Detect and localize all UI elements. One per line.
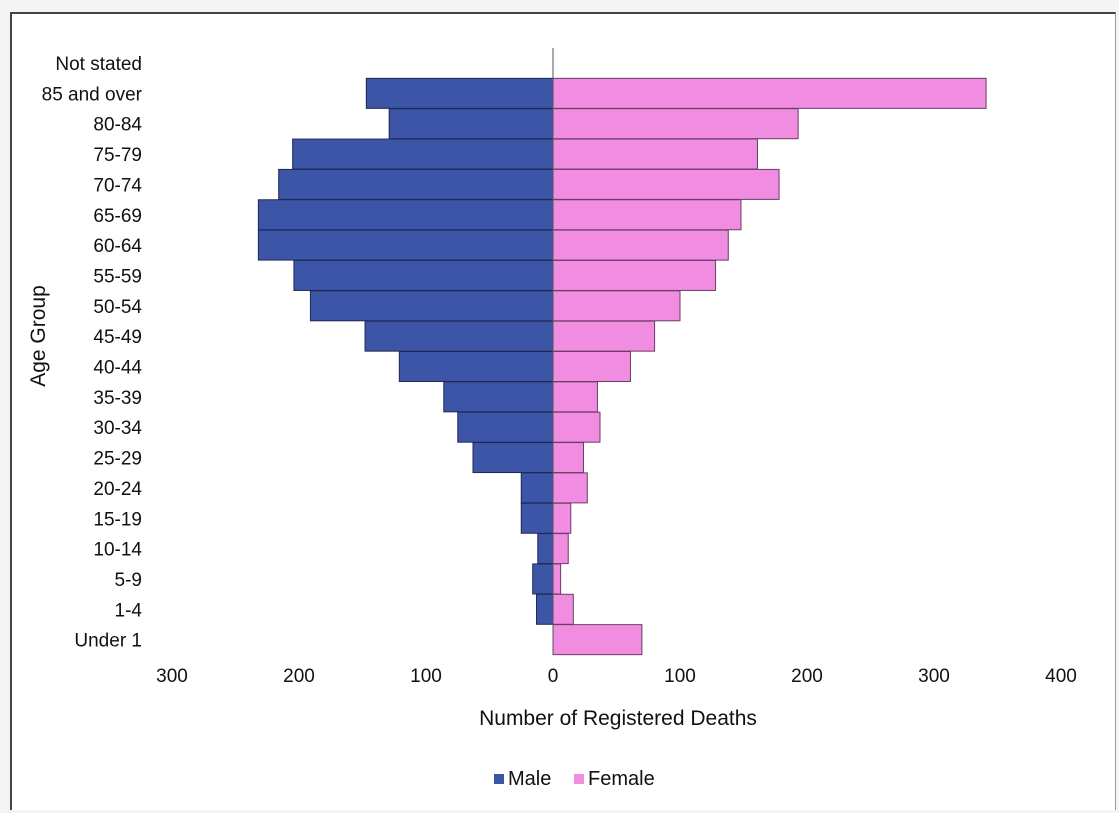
bar-male — [472, 442, 554, 474]
y-tick-label: 80-84 — [93, 115, 142, 136]
bar-male — [457, 411, 554, 443]
bar-male — [520, 502, 554, 534]
y-tick-label: Not stated — [55, 54, 142, 75]
bar-female — [552, 502, 572, 534]
bar-male — [535, 593, 554, 625]
x-tick-label: 0 — [548, 666, 559, 687]
y-tick-label: Under 1 — [74, 631, 142, 652]
bar-male — [257, 229, 554, 261]
bar-female — [552, 199, 742, 231]
y-tick-label: 60-64 — [93, 236, 142, 257]
population-pyramid-chart: Not stated 85 and over 80-84 75-79 70-74 65-6… — [27, 48, 1077, 790]
bar-male — [292, 138, 554, 170]
legend-swatch — [494, 774, 504, 784]
bar-female — [552, 229, 729, 261]
y-tick-label: 45-49 — [93, 327, 142, 348]
bar-female — [552, 108, 799, 140]
bar-female — [552, 442, 584, 474]
bar-female — [552, 168, 780, 200]
bar-male — [520, 472, 554, 504]
bar-female — [552, 320, 656, 352]
bars-group — [257, 77, 987, 656]
bar-female — [552, 138, 758, 170]
bar-male — [532, 563, 554, 595]
bar-male — [278, 168, 554, 200]
y-tick-label: 40-44 — [93, 358, 142, 379]
y-tick-label: 15-19 — [93, 509, 142, 530]
x-axis-title: Number of Registered Deaths — [479, 707, 757, 730]
y-tick-label: 75-79 — [93, 145, 142, 166]
x-tick-label: 100 — [410, 666, 442, 687]
bar-female — [552, 290, 681, 322]
bar-female — [552, 593, 574, 625]
bar-male — [364, 320, 554, 352]
y-tick-label: 55-59 — [93, 266, 142, 287]
y-tick-label: 35-39 — [93, 388, 142, 409]
bar-female — [552, 411, 601, 443]
y-tick-label: 30-34 — [93, 418, 142, 439]
bar-male — [257, 199, 554, 231]
x-tick-label: 200 — [283, 666, 315, 687]
x-tick-labels: 300 200 100 0 100 200 300 400 — [156, 666, 1077, 687]
y-tick-label: 25-29 — [93, 449, 142, 470]
y-axis-title: Age Group — [27, 285, 50, 387]
legend-swatch — [574, 774, 584, 784]
legend-label: Male — [508, 768, 551, 790]
x-tick-label: 400 — [1045, 666, 1077, 687]
y-tick-label: 20-24 — [93, 479, 142, 500]
bar-male — [398, 351, 554, 382]
y-tick-label: 50-54 — [93, 297, 142, 318]
y-tick-label: 1-4 — [115, 600, 143, 621]
y-tick-label: 70-74 — [93, 175, 142, 196]
bar-male — [309, 290, 554, 322]
bar-female — [552, 563, 562, 595]
x-tick-label: 200 — [791, 666, 823, 687]
bar-female — [552, 533, 569, 565]
bar-male — [388, 108, 554, 140]
chart-frame: Not stated 85 and over 80-84 75-79 70-74 65-6… — [10, 12, 1116, 810]
x-tick-label: 300 — [156, 666, 188, 687]
bar-female — [552, 381, 598, 413]
legend: Male Female — [494, 768, 655, 790]
legend-label: Female — [588, 768, 655, 790]
y-tick-label: 65-69 — [93, 206, 142, 227]
bar-female — [552, 77, 987, 109]
bar-male — [537, 533, 554, 565]
y-tick-labels: Not stated 85 and over 80-84 75-79 70-74 65-6… — [42, 54, 143, 652]
x-tick-label: 300 — [918, 666, 950, 687]
bar-female — [552, 351, 631, 382]
bar-female — [552, 624, 643, 656]
y-tick-label: 5-9 — [115, 570, 142, 591]
bar-male — [443, 381, 554, 413]
y-tick-label: 10-14 — [93, 540, 142, 561]
y-tick-label: 85 and over — [42, 84, 143, 105]
bar-male — [293, 259, 554, 291]
x-tick-label: 100 — [664, 666, 696, 687]
bar-female — [552, 472, 588, 504]
bar-male — [365, 77, 554, 109]
bar-female — [552, 259, 717, 291]
